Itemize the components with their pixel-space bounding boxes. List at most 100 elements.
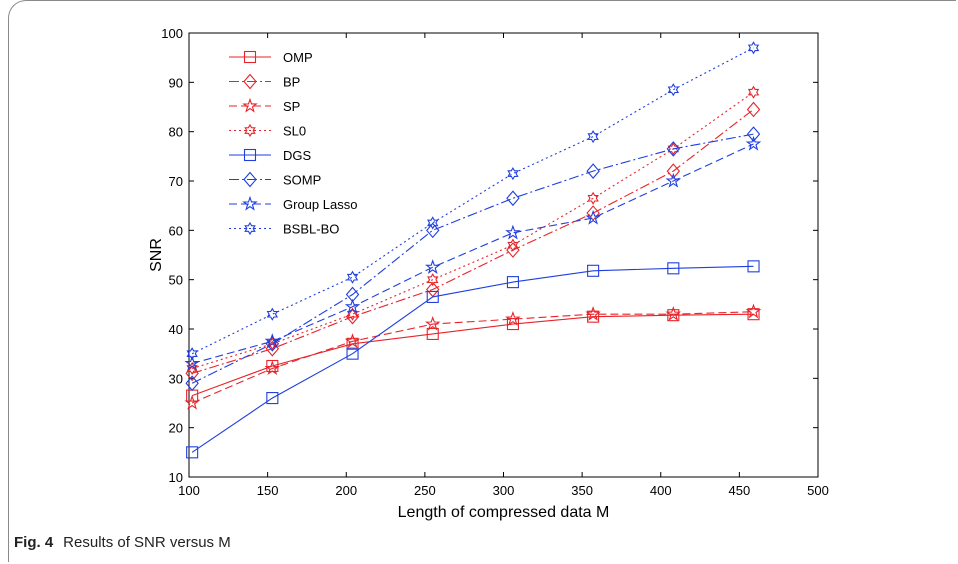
- data-point: [266, 392, 279, 405]
- legend-entry: BSBL-BO: [229, 222, 339, 237]
- legend-entry: OMP: [229, 50, 313, 65]
- data-point: [345, 308, 360, 325]
- data-point: [586, 163, 600, 179]
- data-point: [344, 333, 361, 348]
- y-axis-label: SNR: [148, 238, 165, 272]
- data-point: [747, 85, 760, 99]
- data-point: [346, 337, 359, 350]
- data-point: [346, 347, 359, 360]
- legend-marker: [243, 50, 257, 64]
- series-bsbl-bo: [186, 41, 760, 361]
- series-dgs: [186, 260, 760, 459]
- caption-label: Fig. 4: [14, 534, 54, 551]
- data-point: [587, 130, 599, 144]
- data-point: [506, 276, 519, 289]
- legend-entry: SOMP: [229, 171, 321, 188]
- data-point: [587, 310, 600, 323]
- data-point: [505, 224, 521, 240]
- legend-marker: [244, 221, 256, 236]
- data-point: [425, 259, 441, 274]
- data-point: [186, 446, 199, 459]
- data-point: [427, 216, 439, 230]
- legend-entry: BP: [229, 73, 300, 90]
- data-point: [745, 135, 762, 151]
- series-line: [191, 265, 754, 453]
- data-point: [585, 306, 601, 321]
- data-point: [587, 264, 600, 277]
- figure-frame: [8, 0, 956, 562]
- data-point: [587, 191, 599, 205]
- data-point: [426, 290, 439, 303]
- y-tick-label: 40: [169, 322, 183, 337]
- x-tick-label: 500: [807, 483, 829, 498]
- data-point: [747, 260, 760, 273]
- series-line: [191, 109, 754, 374]
- legend-entry: SP: [229, 97, 300, 114]
- data-point: [666, 141, 681, 157]
- figure-caption: Fig. 4 Results of SNR versus M: [14, 534, 231, 551]
- data-point: [184, 355, 200, 371]
- data-point: [346, 307, 359, 321]
- legend-marker: [242, 97, 258, 113]
- data-point: [346, 270, 359, 284]
- data-point: [665, 306, 682, 321]
- y-tick-label: 50: [169, 273, 183, 288]
- data-point: [184, 394, 200, 410]
- y-tick-label: 60: [169, 223, 183, 238]
- data-point: [426, 327, 439, 340]
- data-point: [585, 209, 601, 225]
- legend-marker: [244, 123, 256, 138]
- data-point: [667, 83, 680, 97]
- y-tick-label: 80: [169, 125, 183, 140]
- data-point: [747, 308, 760, 321]
- data-point: [505, 310, 521, 326]
- legend-entry: Group Lasso: [229, 195, 357, 212]
- series-line: [191, 47, 754, 355]
- data-point: [185, 375, 199, 392]
- series-group-lasso: [184, 135, 762, 371]
- y-tick-label: 20: [169, 421, 183, 436]
- y-tick-label: 70: [169, 174, 183, 189]
- series-omp: [186, 308, 760, 402]
- legend-label: Group Lasso: [283, 197, 357, 212]
- data-point: [344, 298, 361, 314]
- x-tick-label: 200: [335, 483, 357, 498]
- data-point: [506, 190, 520, 207]
- legend-label: DGS: [283, 148, 312, 163]
- data-point: [507, 238, 519, 252]
- data-point: [746, 126, 761, 142]
- data-point: [427, 273, 439, 287]
- data-point: [746, 101, 761, 118]
- y-tick-label: 100: [161, 26, 183, 41]
- data-point: [665, 172, 682, 188]
- x-tick-label: 100: [178, 483, 200, 498]
- x-tick-label: 350: [571, 483, 593, 498]
- caption-text: Results of SNR versus M: [63, 534, 231, 551]
- y-tick-label: 10: [169, 470, 183, 485]
- legend-label: SP: [283, 99, 300, 114]
- data-point: [667, 142, 680, 156]
- x-tick-label: 450: [729, 483, 751, 498]
- data-point: [426, 222, 440, 239]
- data-point: [264, 333, 281, 348]
- data-point: [666, 163, 681, 179]
- series-line: [191, 91, 754, 370]
- legend-entry: SL0: [229, 124, 306, 139]
- x-tick-label: 250: [414, 483, 436, 498]
- legend-label: OMP: [283, 50, 313, 65]
- x-axis-label: Length of compressed data M: [398, 504, 610, 521]
- series-line: [191, 311, 754, 404]
- series-line: [191, 143, 754, 365]
- x-tick-label: 300: [493, 483, 515, 498]
- snr-line-chart: 100 150 200 250 300 350 400 450 500 10 20 30 40 50 60 7…: [148, 26, 829, 521]
- series-sp: [184, 303, 762, 410]
- data-point: [186, 361, 198, 376]
- data-point: [747, 41, 760, 55]
- data-point: [425, 315, 441, 331]
- data-point: [264, 360, 281, 376]
- data-point: [266, 307, 279, 321]
- legend-marker: [242, 195, 258, 211]
- legend-marker: [243, 171, 257, 188]
- legend-marker: [243, 148, 257, 162]
- legend-label: SOMP: [283, 173, 321, 188]
